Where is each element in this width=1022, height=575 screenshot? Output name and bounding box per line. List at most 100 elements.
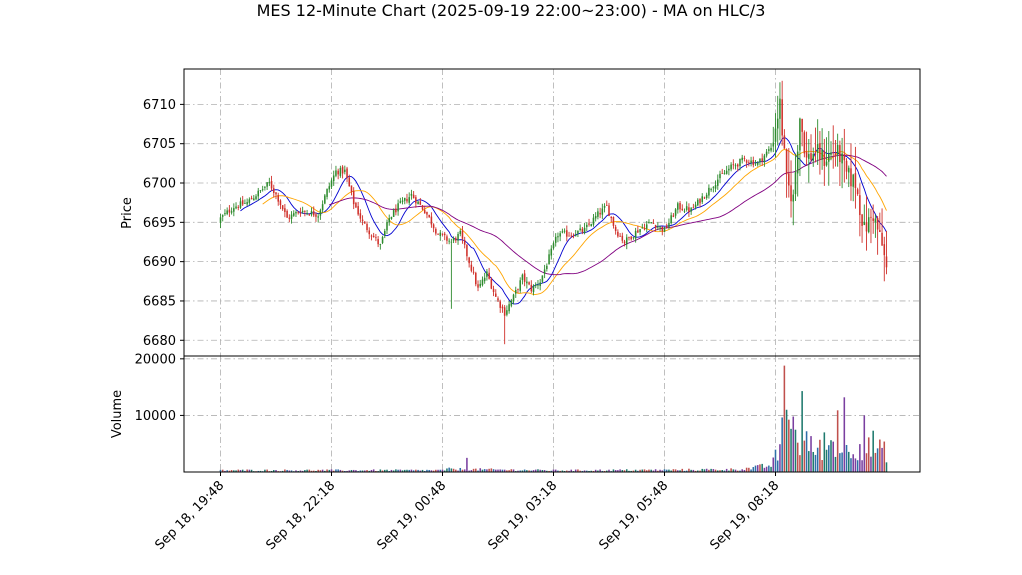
candle-body [430, 216, 433, 225]
candle-body [226, 210, 228, 214]
candle-body [796, 151, 799, 174]
volume-bar [710, 468, 712, 472]
volume-bar [379, 469, 382, 472]
candle-body [741, 157, 743, 161]
volume-bar [772, 457, 775, 472]
candle-body [284, 208, 286, 213]
volume-bar [384, 469, 386, 472]
volume-bar [792, 416, 795, 472]
candle-body [332, 175, 335, 182]
candle-body [628, 237, 630, 238]
candle-body [679, 203, 681, 210]
volume-bar [546, 470, 548, 472]
candle-body [703, 197, 706, 199]
volume-bar [821, 460, 823, 472]
volume-bar [748, 467, 750, 472]
volume-bar [332, 470, 335, 472]
volume-bar [492, 469, 495, 472]
candle-body [557, 236, 559, 238]
volume-bar [741, 469, 743, 472]
volume-bar [665, 469, 668, 472]
volume-bar [512, 469, 515, 472]
candle-body [761, 158, 763, 162]
candle-body [850, 168, 852, 187]
candle-body [461, 230, 464, 239]
volume-bar [621, 469, 624, 472]
volume-bar [259, 470, 262, 472]
candle-body [277, 195, 279, 202]
volume-bar [850, 458, 852, 472]
candle-body [452, 238, 455, 241]
volume-bar [672, 469, 675, 472]
volume-bar [479, 468, 482, 472]
candle-body [577, 230, 579, 234]
candle-body [867, 217, 870, 233]
candle-body [266, 182, 268, 187]
volume-bar [834, 456, 837, 472]
volume-bar [501, 469, 504, 472]
volume-bar [419, 470, 422, 472]
candle-body [783, 135, 786, 149]
volume-bar [372, 469, 375, 472]
candle-body [219, 217, 222, 223]
volume-bar [477, 470, 479, 472]
candle-body [708, 187, 710, 196]
candle-body [259, 190, 262, 191]
volume-bar [226, 470, 228, 472]
volume-bar [581, 470, 584, 472]
volume-bar [763, 467, 766, 472]
chart-title: MES 12-Minute Chart (2025-09-19 22:00~23… [257, 1, 766, 20]
candle-body [819, 143, 821, 160]
price-tick-label: 6700 [143, 177, 176, 192]
candle-body [734, 165, 737, 167]
volume-bar [657, 470, 659, 472]
volume-bar [730, 468, 732, 472]
volume-bar [637, 470, 639, 472]
volume-bar [284, 469, 286, 472]
candle-body [377, 239, 379, 245]
candle-body [426, 211, 428, 215]
volume-bar [661, 470, 664, 472]
volume-bar [352, 469, 355, 472]
candle-body [539, 282, 541, 287]
volume-bar [788, 419, 790, 472]
candle-body [508, 304, 510, 312]
volume-bar [330, 469, 333, 472]
volume-bar [428, 469, 430, 472]
volume-bar [446, 468, 448, 472]
volume-bar [588, 470, 590, 472]
candle-body [859, 195, 861, 216]
candle-body [517, 289, 519, 290]
volume-bar [541, 469, 544, 472]
candle-body [337, 170, 339, 175]
candle-body [719, 173, 721, 179]
candle-body [570, 235, 573, 237]
candle-body [301, 210, 304, 213]
candle-body [270, 181, 273, 189]
volume-bar [490, 468, 493, 472]
candle-body [463, 239, 466, 245]
volume-bar [523, 469, 526, 472]
candle-body [528, 282, 530, 285]
volume-bar [719, 470, 721, 472]
candle-body [450, 241, 453, 243]
volume-bar [530, 470, 533, 472]
volume-bar [472, 468, 475, 472]
candle-body [599, 212, 601, 215]
volume-bar [825, 449, 828, 472]
volume-bar [768, 465, 770, 472]
volume-bar [275, 470, 277, 472]
candle-body [372, 235, 375, 238]
candle-body [490, 279, 493, 289]
volume-bar [466, 457, 468, 472]
candle-body [852, 174, 854, 187]
candle-body [441, 233, 444, 235]
candle-body [537, 284, 539, 286]
candle-body [408, 197, 410, 203]
volume-bar [810, 436, 812, 472]
volume-bar [281, 470, 284, 472]
volume-bar [632, 470, 635, 472]
volume-bar [361, 470, 364, 472]
volume-bar [774, 449, 777, 472]
volume-bar [645, 470, 648, 472]
